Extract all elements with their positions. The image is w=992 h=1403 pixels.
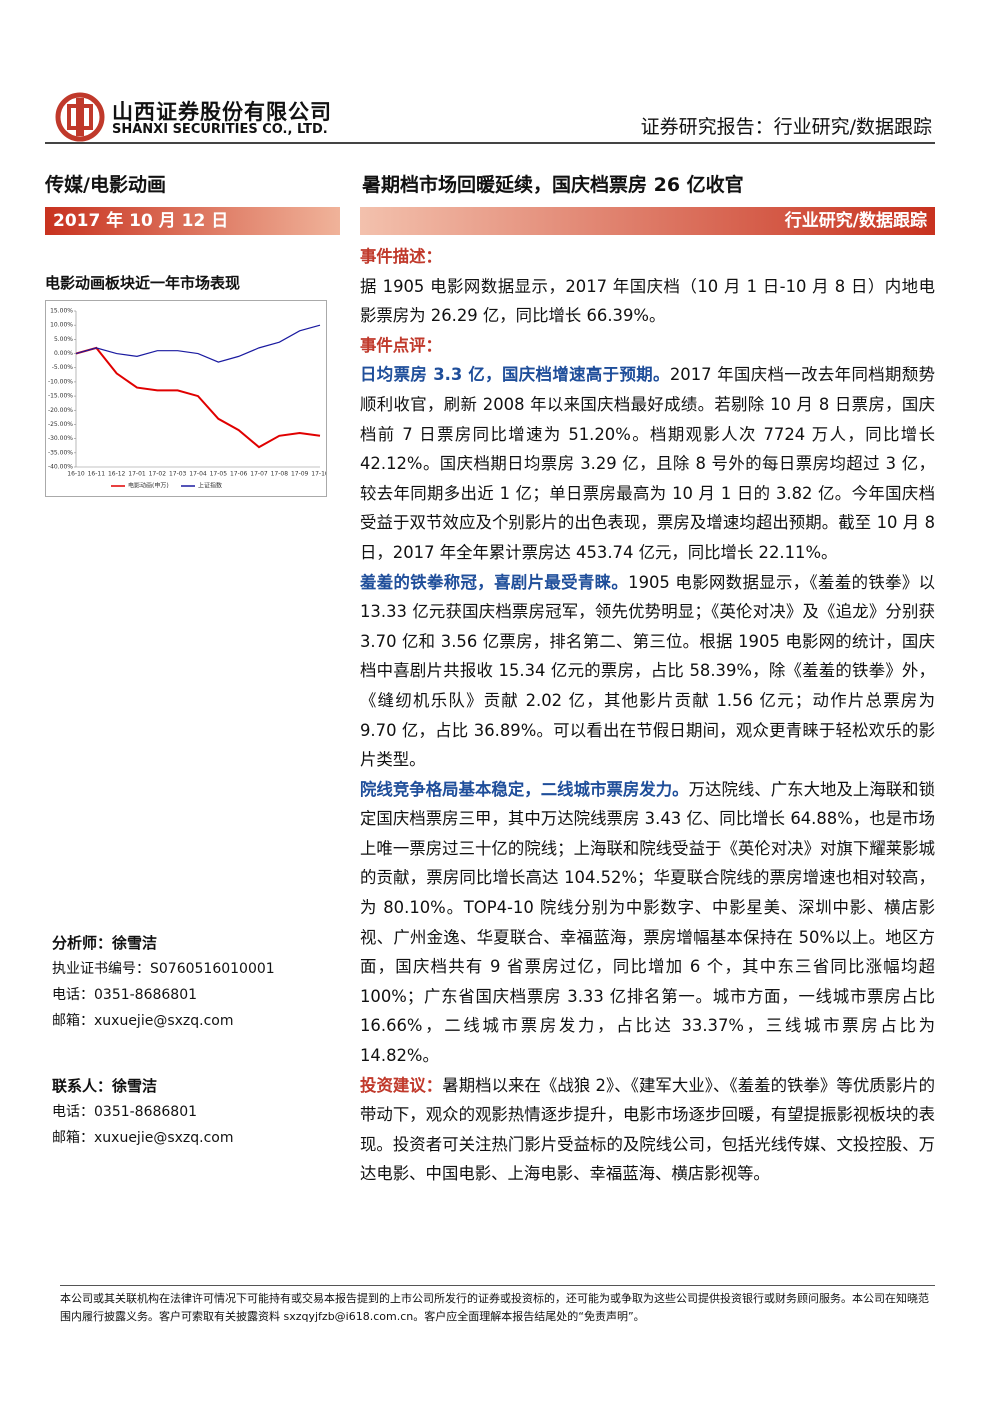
analyst: 分析师：徐雪洁 执业证书编号：S0760516010001 电话：0351-86… (52, 930, 275, 1034)
x-tick-label: 17-06 (230, 471, 248, 478)
series-line (75, 324, 321, 363)
logo-icon (55, 92, 105, 142)
paragraph: 羞羞的铁拳称冠，喜剧片最受青睐。1905 电影网数据显示，《羞羞的铁拳》以 13… (360, 568, 935, 775)
x-tick-label: 17-04 (189, 471, 207, 478)
x-tick-label: 16-10 (67, 471, 85, 478)
y-tick-label: 5.00% (54, 336, 73, 343)
text: 暑期档以来在《战狼 2》、《建军大业》、《羞羞的铁拳》等优质影片的带动下，观众的… (360, 1075, 936, 1184)
x-tick-label: 17-08 (271, 471, 289, 478)
analyst-email: 邮箱：xuxuejie@sxzq.com (52, 1013, 234, 1029)
series-line (75, 346, 321, 449)
x-tick-label: 17-02 (149, 471, 167, 478)
text: 据 1905 电影网数据显示，2017 年国庆档（10 月 1 日-10 月 8… (360, 276, 935, 326)
disclaimer: 本公司或其关联机构在法律许可情况下可能持有或交易本报告提到的上市公司所发行的证券… (60, 1292, 929, 1323)
text: 1905 电影网数据显示，《羞羞的铁拳》以 13.33 亿元获国庆档票房冠军，领… (360, 572, 935, 770)
contact: 联系人：徐雪洁 电话：0351-8686801 邮箱：xuxuejie@sxzq… (52, 1073, 234, 1151)
legend-label: 电影动画(申万) (128, 482, 169, 490)
x-tick-label: 17-10 (311, 471, 327, 478)
footer-rule (60, 1285, 935, 1286)
paragraph: 院线竞争格局基本稳定，二线城市票房发力。万达院线、广东大地及上海联和锁定国庆档票… (360, 775, 935, 1071)
y-tick-label: -35.00% (48, 449, 73, 456)
text: 万达院线、广东大地及上海联和锁定国庆档票房三甲，其中万达院线票房 3.43 亿、… (360, 779, 935, 1066)
date: 2017 年 10 月 12 日 (45, 207, 340, 235)
y-tick-label: 15.00% (50, 308, 73, 315)
y-tick-label: -40.00% (48, 464, 73, 471)
text: 2017 年国庆档一改去年同档期颓势顺利收官，刷新 2008 年以来国庆档最好成… (360, 365, 935, 562)
x-tick-label: 17-01 (128, 471, 146, 478)
x-tick-label: 16-11 (88, 471, 106, 478)
analyst-name: 分析师：徐雪洁 (52, 934, 158, 952)
report-type: 证券研究报告：行业研究/数据跟踪 (640, 116, 932, 138)
lead: 日均票房 3.3 亿，国庆档增速高于预期。 (360, 365, 670, 385)
y-tick-label: 0.00% (54, 350, 73, 357)
company-en: SHANXI SECURITIES CO., LTD. (112, 122, 328, 137)
y-tick-label: -10.00% (48, 378, 73, 385)
paragraph: 日均票房 3.3 亿，国庆档增速高于预期。2017 年国庆档一改去年同档期颓势顺… (360, 360, 935, 567)
contact-phone: 电话：0351-8686801 (52, 1104, 198, 1120)
y-tick-label: 10.00% (50, 322, 73, 329)
paragraph: 投资建议：暑期档以来在《战狼 2》、《建军大业》、《羞羞的铁拳》等优质影片的带动… (360, 1071, 935, 1189)
analyst-cert: 执业证书编号：S0760516010001 (52, 961, 275, 977)
chart-title: 电影动画板块近一年市场表现 (45, 274, 241, 292)
y-tick-label: -15.00% (48, 393, 73, 400)
sector: 传媒/电影动画 (45, 174, 166, 196)
y-tick-label: -25.00% (48, 421, 73, 428)
section-heading: 事件描述： (360, 247, 442, 266)
legend-label: 上证指数 (198, 482, 222, 490)
company-cn: 山西证券股份有限公司 (112, 100, 332, 124)
lead: 院线竞争格局基本稳定，二线城市票房发力。 (360, 779, 689, 799)
report-title: 暑期档市场回暖延续，国庆档票房 26 亿收官 (362, 174, 744, 196)
x-tick-label: 17-07 (250, 471, 268, 478)
header-rule (45, 142, 935, 144)
y-tick-label: -5.00% (52, 364, 74, 371)
analyst-phone: 电话：0351-8686801 (52, 987, 198, 1003)
x-tick-label: 17-05 (210, 471, 228, 478)
lead: 羞羞的铁拳称冠，喜剧片最受青睐。 (360, 572, 629, 592)
contact-name: 联系人：徐雪洁 (52, 1077, 158, 1095)
section-heading: 事件点评： (360, 335, 442, 355)
section-heading: 投资建议： (360, 1075, 443, 1095)
y-tick-label: -20.00% (48, 407, 73, 414)
paragraph: 据 1905 电影网数据显示，2017 年国庆档（10 月 1 日-10 月 8… (360, 272, 935, 331)
y-tick-label: -30.00% (48, 435, 73, 442)
paragraph: 事件点评： (360, 331, 935, 361)
x-tick-label: 17-03 (169, 471, 187, 478)
body: 事件描述： 据 1905 电影网数据显示，2017 年国庆档（10 月 1 日-1… (360, 242, 935, 1189)
x-tick-label: 16-12 (108, 471, 126, 478)
paragraph: 事件描述： (360, 242, 935, 272)
tag: 行业研究/数据跟踪 (360, 207, 935, 235)
chart: 15.00% 10.00% 5.00% 0.00% -5.00% -10.00% -15.0… (45, 300, 327, 497)
x-tick-label: 17-09 (291, 471, 309, 478)
contact-email: 邮箱：xuxuejie@sxzq.com (52, 1130, 234, 1146)
